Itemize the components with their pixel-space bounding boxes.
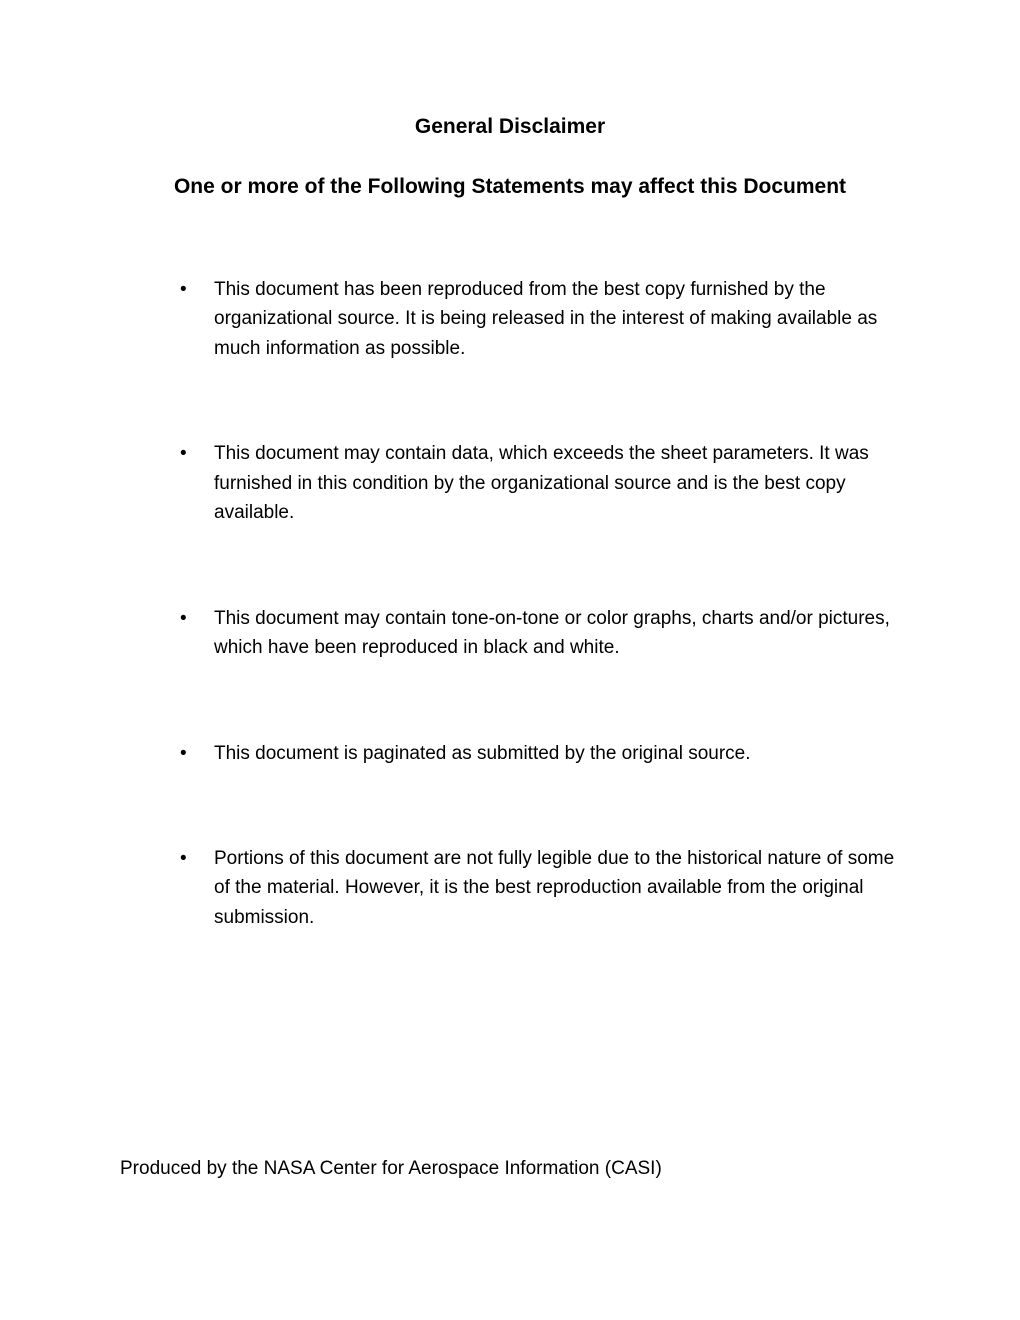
list-item: This document may contain tone-on-tone o… [180, 604, 900, 663]
list-item: This document may contain data, which ex… [180, 439, 900, 527]
page-title: General Disclaimer [120, 115, 900, 139]
footer-text: Produced by the NASA Center for Aerospac… [120, 1158, 662, 1180]
disclaimer-list: This document has been reproduced from t… [120, 275, 900, 932]
list-item: Portions of this document are not fully … [180, 844, 900, 932]
page-subtitle: One or more of the Following Statements … [120, 175, 900, 199]
list-item: This document has been reproduced from t… [180, 275, 900, 363]
list-item: This document is paginated as submitted … [180, 739, 900, 768]
